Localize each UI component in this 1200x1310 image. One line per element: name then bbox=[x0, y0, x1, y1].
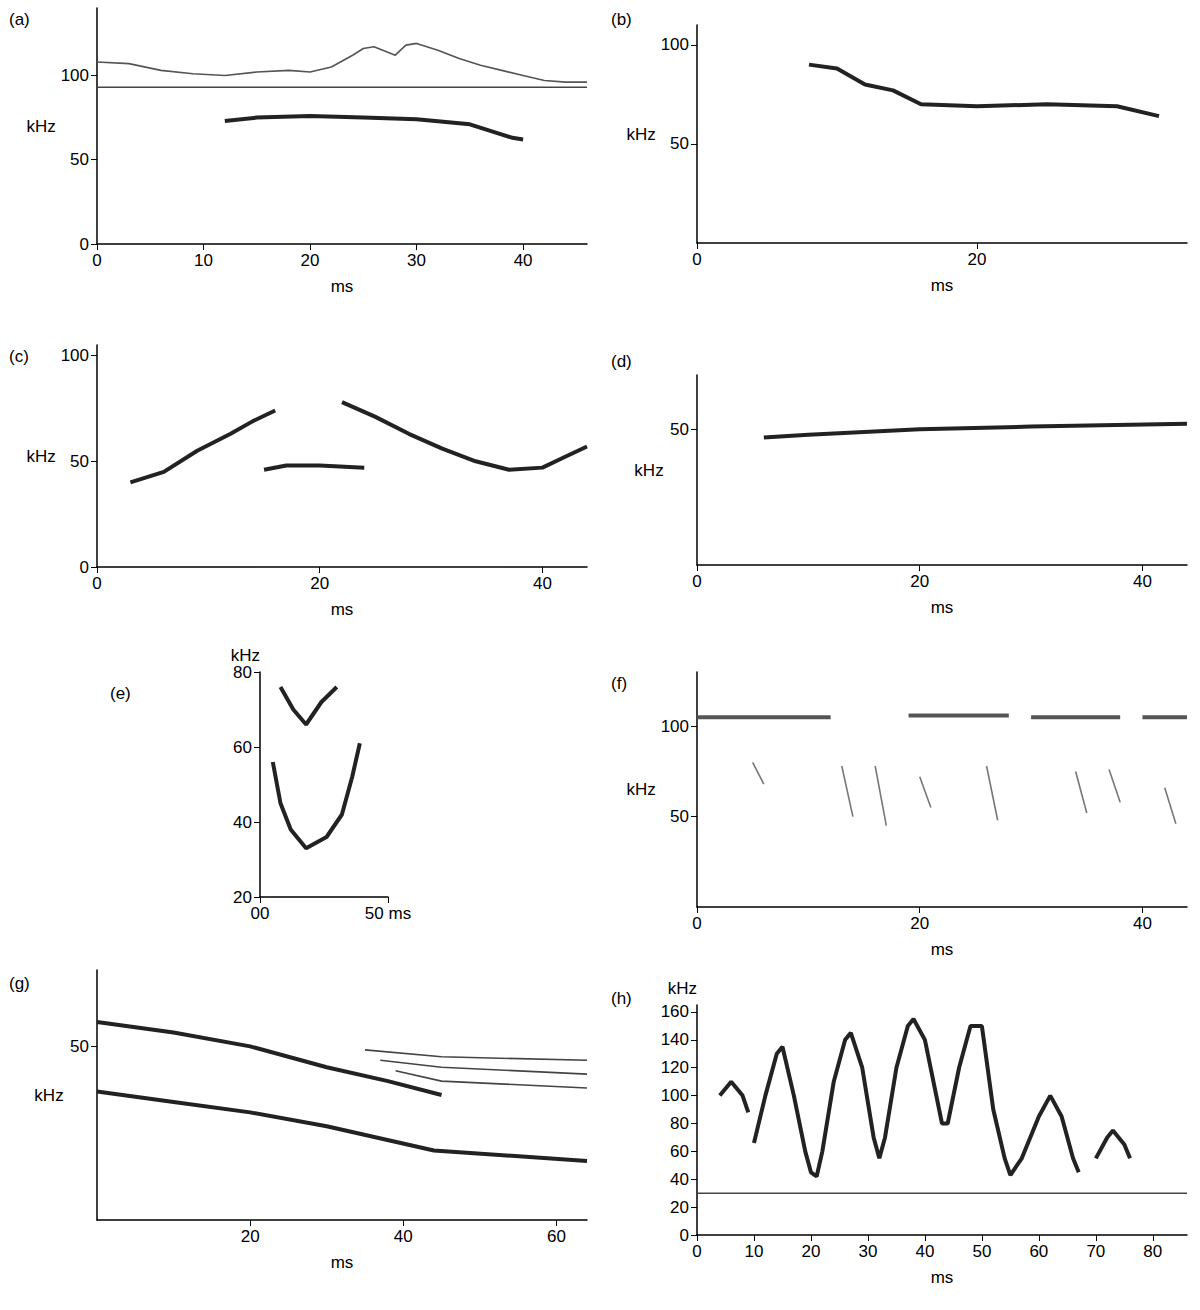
svg-text:00: 00 bbox=[251, 904, 270, 923]
svg-text:0: 0 bbox=[692, 250, 701, 269]
svg-text:50 ms: 50 ms bbox=[365, 904, 411, 923]
svg-text:20: 20 bbox=[241, 1227, 260, 1246]
svg-text:kHz: kHz bbox=[634, 461, 663, 480]
svg-text:60: 60 bbox=[233, 738, 252, 757]
svg-text:ms: ms bbox=[931, 598, 954, 617]
svg-text:50: 50 bbox=[670, 134, 689, 153]
svg-text:10: 10 bbox=[194, 251, 213, 270]
svg-text:(d): (d) bbox=[611, 352, 632, 371]
svg-text:(c): (c) bbox=[9, 347, 29, 366]
svg-text:100: 100 bbox=[661, 1086, 689, 1105]
svg-text:kHz: kHz bbox=[626, 780, 655, 799]
svg-text:0: 0 bbox=[92, 574, 101, 593]
svg-text:160: 160 bbox=[661, 1002, 689, 1021]
svg-text:40: 40 bbox=[533, 574, 552, 593]
svg-text:100: 100 bbox=[661, 35, 689, 54]
svg-text:60: 60 bbox=[547, 1227, 566, 1246]
svg-text:(g): (g) bbox=[9, 974, 30, 993]
svg-text:50: 50 bbox=[972, 1242, 991, 1261]
svg-text:(b): (b) bbox=[611, 10, 632, 29]
svg-text:100: 100 bbox=[61, 66, 89, 85]
svg-text:60: 60 bbox=[670, 1142, 689, 1161]
svg-text:50: 50 bbox=[670, 420, 689, 439]
svg-text:kHz: kHz bbox=[34, 1086, 63, 1105]
svg-text:30: 30 bbox=[407, 251, 426, 270]
svg-text:40: 40 bbox=[514, 251, 533, 270]
svg-text:ms: ms bbox=[931, 1268, 954, 1287]
svg-text:0: 0 bbox=[80, 558, 89, 577]
svg-text:ms: ms bbox=[931, 940, 954, 959]
svg-text:kHz: kHz bbox=[626, 125, 655, 144]
svg-text:100: 100 bbox=[661, 717, 689, 736]
svg-text:(h): (h) bbox=[611, 989, 632, 1008]
svg-text:100: 100 bbox=[61, 346, 89, 365]
svg-text:70: 70 bbox=[1086, 1242, 1105, 1261]
svg-text:(a): (a) bbox=[9, 10, 30, 29]
svg-text:20: 20 bbox=[968, 250, 987, 269]
svg-text:20: 20 bbox=[910, 914, 929, 933]
svg-text:kHz: kHz bbox=[668, 979, 697, 998]
svg-text:20: 20 bbox=[233, 888, 252, 907]
svg-text:20: 20 bbox=[301, 251, 320, 270]
svg-text:50: 50 bbox=[670, 807, 689, 826]
svg-text:40: 40 bbox=[1133, 572, 1152, 591]
svg-text:40: 40 bbox=[670, 1170, 689, 1189]
svg-text:20: 20 bbox=[801, 1242, 820, 1261]
svg-text:ms: ms bbox=[331, 277, 354, 296]
svg-text:0: 0 bbox=[80, 235, 89, 254]
svg-text:0: 0 bbox=[680, 1226, 689, 1245]
svg-text:ms: ms bbox=[331, 1253, 354, 1272]
svg-text:40: 40 bbox=[233, 813, 252, 832]
svg-text:40: 40 bbox=[1133, 914, 1152, 933]
svg-text:(e): (e) bbox=[110, 684, 131, 703]
svg-text:ms: ms bbox=[331, 600, 354, 619]
svg-text:0: 0 bbox=[92, 251, 101, 270]
svg-text:50: 50 bbox=[70, 150, 89, 169]
svg-text:40: 40 bbox=[915, 1242, 934, 1261]
svg-text:(f): (f) bbox=[611, 674, 627, 693]
svg-text:40: 40 bbox=[394, 1227, 413, 1246]
svg-text:kHz: kHz bbox=[26, 117, 55, 136]
svg-text:30: 30 bbox=[858, 1242, 877, 1261]
svg-text:80: 80 bbox=[1143, 1242, 1162, 1261]
svg-text:20: 20 bbox=[310, 574, 329, 593]
svg-text:0: 0 bbox=[692, 1242, 701, 1261]
svg-text:140: 140 bbox=[661, 1030, 689, 1049]
svg-text:10: 10 bbox=[745, 1242, 764, 1261]
svg-text:80: 80 bbox=[233, 663, 252, 682]
svg-text:20: 20 bbox=[670, 1198, 689, 1217]
svg-text:20: 20 bbox=[910, 572, 929, 591]
svg-text:0: 0 bbox=[692, 914, 701, 933]
svg-text:50: 50 bbox=[70, 452, 89, 471]
svg-text:kHz: kHz bbox=[26, 447, 55, 466]
svg-text:50: 50 bbox=[70, 1037, 89, 1056]
svg-text:60: 60 bbox=[1029, 1242, 1048, 1261]
svg-text:kHz: kHz bbox=[230, 645, 260, 665]
svg-text:80: 80 bbox=[670, 1114, 689, 1133]
svg-text:120: 120 bbox=[661, 1058, 689, 1077]
svg-text:0: 0 bbox=[692, 572, 701, 591]
svg-text:ms: ms bbox=[931, 276, 954, 295]
